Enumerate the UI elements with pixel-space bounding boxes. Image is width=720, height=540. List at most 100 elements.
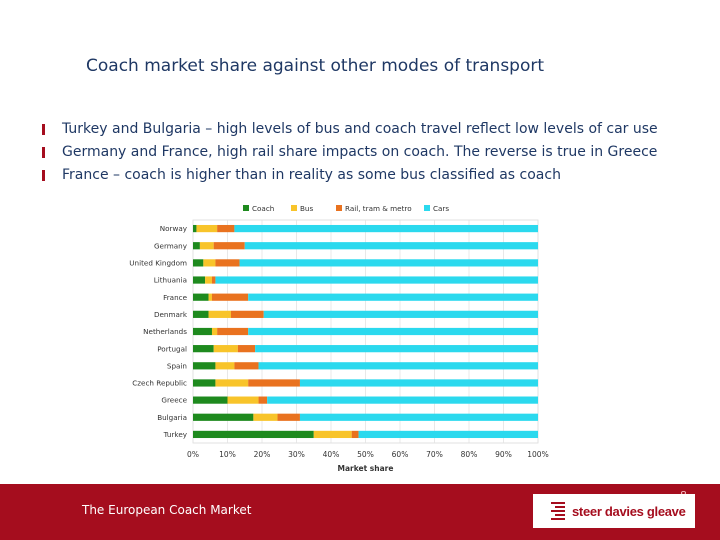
- bar-segment: [248, 293, 538, 301]
- bar-segment: [258, 362, 538, 370]
- x-tick-label: 30%: [288, 450, 305, 459]
- bar-segment: [215, 379, 249, 387]
- bar-segment: [248, 327, 538, 336]
- x-tick-label: 40%: [323, 450, 340, 459]
- bullet-item: Germany and France, high rail share impa…: [40, 141, 710, 164]
- bar-segment: [193, 327, 212, 336]
- legend-swatch: [424, 205, 430, 211]
- bullet-item: Turkey and Bulgaria – high levels of bus…: [40, 118, 710, 141]
- x-tick-label: 20%: [254, 450, 271, 459]
- bullet-item: France – coach is higher than in reality…: [40, 164, 710, 187]
- y-tick-label: France: [163, 293, 187, 302]
- market-share-chart: 0% 10% 20% 30% 40% 50% 60% 70% 80% 90% 100% Market …: [129, 204, 548, 473]
- bar-segment: [193, 293, 209, 301]
- logo-text: steer davies gleave: [572, 503, 686, 519]
- x-axis-label: Market share: [338, 464, 394, 473]
- y-tick-label: Bulgaria: [157, 413, 187, 422]
- x-tick-label: 10%: [219, 450, 236, 459]
- y-tick-label: Denmark: [154, 310, 188, 319]
- bar-segment: [234, 362, 259, 370]
- legend-label: Rail, tram & metro: [345, 204, 412, 213]
- bar-segment: [193, 362, 216, 370]
- y-tick-label: Germany: [154, 241, 188, 250]
- bar-segment: [193, 345, 214, 353]
- y-tick-label: United Kingdom: [129, 258, 187, 267]
- logo-mark-icon: [551, 502, 565, 520]
- x-tick-label: 80%: [461, 450, 478, 459]
- bar-segment: [211, 327, 218, 336]
- legend-label: Bus: [300, 204, 313, 213]
- bar-segment: [193, 224, 197, 233]
- y-tick-label: Norway: [160, 224, 188, 233]
- bar-segment: [237, 345, 256, 353]
- bar-segment: [193, 276, 206, 284]
- legend-swatch: [336, 205, 342, 211]
- bar-segment: [203, 259, 216, 267]
- y-tick-label: Portugal: [157, 344, 187, 353]
- bar-segment: [213, 345, 238, 353]
- bar-segment: [193, 242, 200, 250]
- bar-segment: [199, 242, 214, 250]
- bar-segment: [258, 396, 268, 404]
- y-tick-label: Turkey: [163, 430, 188, 439]
- bar-segment: [208, 310, 231, 318]
- bar-segment: [313, 430, 352, 439]
- legend-swatch: [291, 205, 297, 211]
- x-tick-label: 100%: [527, 450, 548, 459]
- bar-segment: [299, 413, 538, 421]
- bullet-marker-icon: [42, 124, 45, 135]
- legend-label: Coach: [252, 204, 274, 213]
- bar-segment: [193, 396, 228, 404]
- bar-segment: [263, 310, 538, 318]
- bar-segment: [196, 224, 218, 233]
- bar-segment: [299, 379, 538, 387]
- bar-segment: [277, 413, 300, 421]
- bar-segment: [351, 430, 359, 439]
- x-tick-label: 90%: [495, 450, 512, 459]
- x-tick-label: 70%: [426, 450, 443, 459]
- bar-segment: [267, 396, 538, 404]
- bar-segment: [217, 224, 235, 233]
- bar-segment: [248, 379, 300, 387]
- bar-segment: [244, 242, 538, 250]
- bar-segment: [255, 345, 538, 353]
- bar-segment: [215, 259, 240, 267]
- bar-segment: [358, 430, 538, 439]
- bar-segment: [208, 293, 212, 301]
- bar-segment: [253, 413, 278, 421]
- y-tick-label: Spain: [167, 361, 187, 370]
- bullet-marker-icon: [42, 147, 45, 158]
- bar-segment: [193, 413, 254, 421]
- y-tick-label: Czech Republic: [132, 379, 187, 388]
- bar-segment: [205, 276, 212, 284]
- bar-segment: [193, 310, 209, 318]
- y-tick-label: Netherlands: [143, 327, 187, 336]
- bar-segment: [193, 379, 216, 387]
- bar-segment: [215, 276, 539, 284]
- y-tick-label: Greece: [161, 396, 187, 405]
- legend-label: Cars: [433, 204, 449, 213]
- bullet-list: Turkey and Bulgaria – high levels of bus…: [40, 118, 710, 187]
- footer-bar: The European Coach Market 8 steer davies…: [0, 484, 720, 540]
- bar-segment: [211, 293, 249, 301]
- bar-segment: [215, 362, 235, 370]
- company-logo: steer davies gleave: [533, 494, 695, 528]
- bar-segment: [227, 396, 259, 404]
- bar-segment: [193, 259, 204, 267]
- bullet-text: France – coach is higher than in reality…: [62, 167, 561, 183]
- legend-swatch: [243, 205, 249, 211]
- bar-segment: [213, 242, 245, 250]
- slide-title: Coach market share against other modes o…: [86, 56, 545, 76]
- x-tick-label: 50%: [357, 450, 374, 459]
- x-tick-label: 60%: [392, 450, 409, 459]
- bar-segment: [217, 327, 249, 336]
- footer-title: The European Coach Market: [82, 503, 252, 517]
- bullet-marker-icon: [42, 170, 45, 181]
- bar-segment: [230, 310, 264, 318]
- bar-segment: [239, 259, 538, 267]
- bar-segment: [234, 224, 538, 233]
- y-tick-label: Lithuania: [154, 276, 187, 285]
- x-tick-label: 0%: [187, 450, 199, 459]
- bullet-text: Turkey and Bulgaria – high levels of bus…: [62, 121, 658, 137]
- bar-segment: [211, 276, 216, 284]
